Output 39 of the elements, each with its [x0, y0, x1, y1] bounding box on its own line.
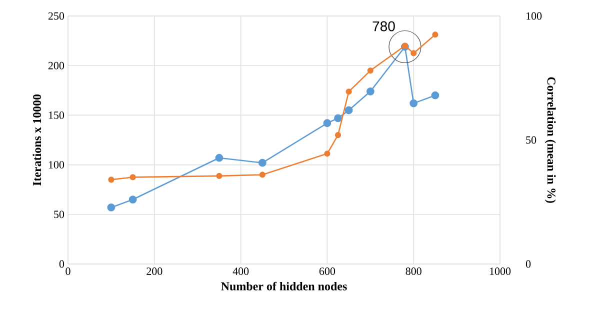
point [130, 174, 136, 180]
point [431, 91, 440, 100]
x-axis-title: Number of hidden nodes [221, 282, 347, 290]
point [410, 50, 417, 56]
point [346, 88, 352, 95]
point [344, 106, 353, 114]
point [108, 176, 114, 183]
point [324, 150, 330, 157]
x-tick-label: 0 [66, 268, 70, 275]
point [215, 154, 224, 162]
point [367, 68, 374, 74]
point [323, 119, 332, 128]
y-tick-label: 0 [59, 260, 64, 268]
y-tick-label: 50 [54, 210, 64, 218]
point [107, 204, 116, 212]
y2-tick-label: 50 [526, 136, 536, 144]
x-tick-label: 800 [406, 268, 422, 275]
y-tick-label: 250 [48, 12, 64, 20]
x-tick-label: 1000 [490, 268, 511, 275]
point [259, 172, 266, 178]
x-tick-label: 200 [146, 268, 162, 275]
y-tick-label: 100 [48, 161, 64, 169]
point [432, 32, 438, 38]
point [366, 87, 374, 96]
point [216, 172, 222, 180]
x-tick-label: 600 [319, 268, 336, 275]
y-axis-title: Iterations x 10000 [32, 94, 42, 186]
point [334, 132, 342, 138]
y2-axis-title: Correlation (mean in %) [544, 77, 556, 203]
point [258, 158, 266, 167]
point [334, 114, 342, 122]
y2-tick-label: 0 [526, 260, 531, 268]
y2-tick-label: 100 [526, 12, 542, 20]
y-tick-label: 200 [48, 62, 64, 70]
annotation: 780 [372, 21, 395, 32]
point [128, 196, 137, 204]
point [410, 99, 418, 108]
y-tick-label: 150 [48, 111, 64, 119]
x-tick-label: 400 [232, 268, 249, 275]
